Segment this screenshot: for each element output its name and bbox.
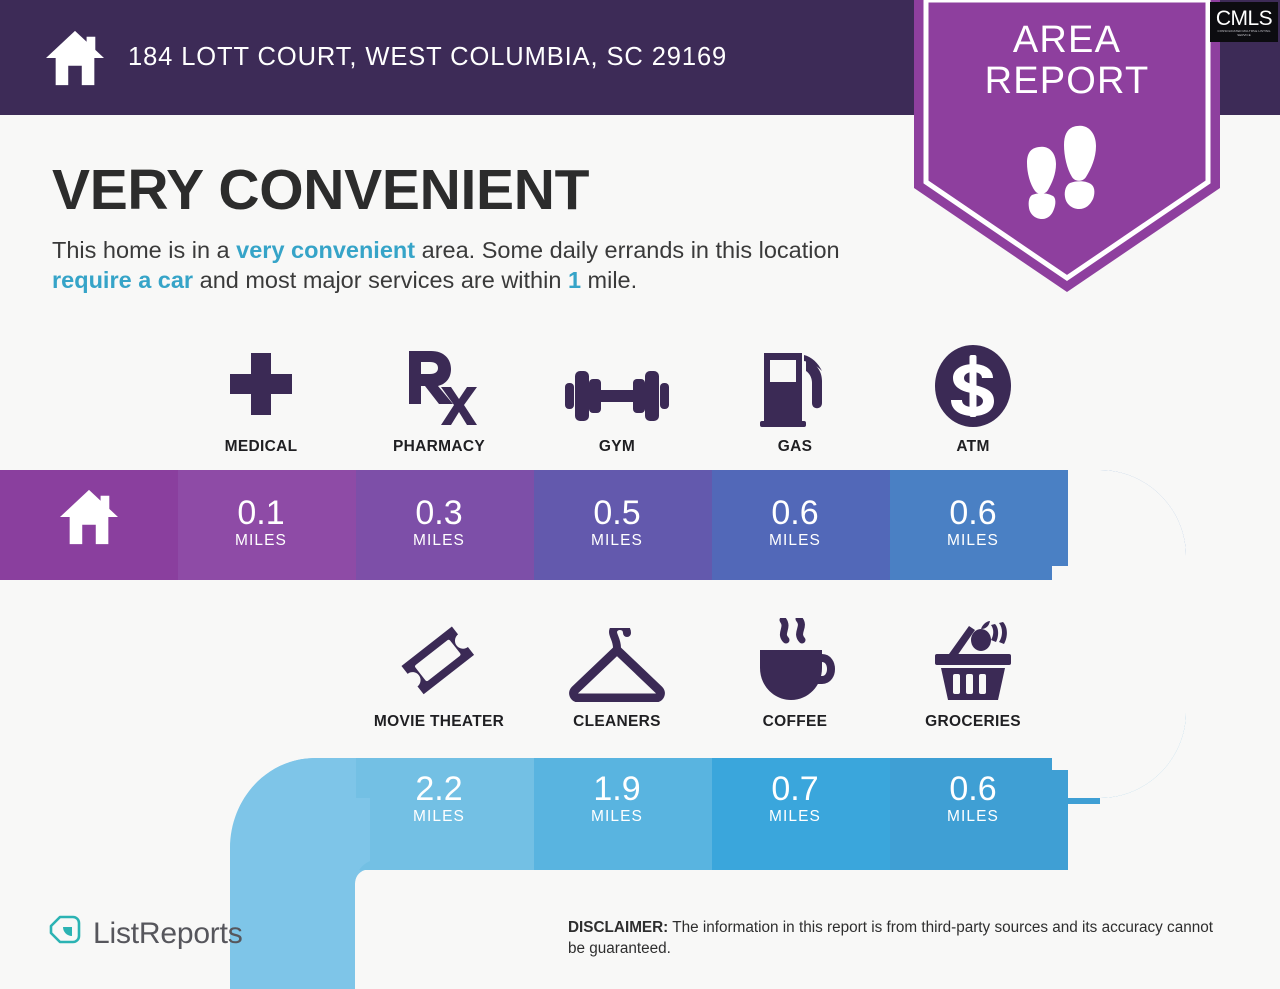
area-report-badge: AREA REPORT: [914, 0, 1220, 294]
distance-gas: 0.6 MILES: [706, 495, 884, 550]
coffee-cup-icon: [706, 618, 884, 702]
distance-unit: MILES: [946, 808, 999, 825]
service-cleaners: CLEANERS: [528, 624, 706, 731]
service-coffee: COFFEE: [706, 618, 884, 731]
cmls-logo-text: CMLS: [1215, 6, 1273, 30]
distance-unit: MILES: [412, 532, 465, 549]
service-label: GYM: [598, 438, 636, 455]
segment-atm: [890, 470, 1068, 580]
service-label: ATM: [956, 438, 990, 455]
summary-part-2: area. Some daily errands in this locatio…: [415, 237, 840, 263]
service-label: GROCERIES: [925, 713, 1021, 730]
home-marker: [0, 482, 178, 546]
badge-title-line1: AREA: [1012, 19, 1122, 61]
distance-value: 0.6: [949, 770, 997, 808]
segment-cleaners: [534, 758, 712, 870]
summary-part-4: mile.: [581, 267, 638, 293]
distance-unit: MILES: [412, 808, 465, 825]
distance-value: 2.2: [415, 770, 463, 808]
distance-value: 0.6: [771, 494, 819, 532]
header-content: 184 LOTT COURT, WEST COLUMBIA, SC 29169: [44, 0, 727, 115]
dumbbell-icon: [528, 349, 706, 427]
property-address: 184 LOTT COURT, WEST COLUMBIA, SC 29169: [128, 43, 728, 71]
service-label: CLEANERS: [573, 713, 661, 730]
service-groceries: GROCERIES: [884, 621, 1062, 731]
summary-highlight-2: require a car: [52, 267, 194, 293]
distance-movie-theater: 2.2 MILES: [350, 771, 528, 826]
distance-unit: MILES: [590, 808, 643, 825]
service-gym: GYM: [528, 349, 706, 456]
listreports-name: ListReports: [93, 916, 243, 950]
listreports-logo: ListReports: [48, 914, 243, 953]
distance-atm: 0.6 MILES: [884, 495, 1062, 550]
distance-coffee: 0.7 MILES: [706, 771, 884, 826]
disclaimer: DISCLAIMER: The information in this repo…: [568, 917, 1234, 959]
left-turn-shape: [230, 758, 365, 989]
cmls-logo-subtitle: CONSOLIDATED MULTIPLE LISTING SERVICE: [1217, 28, 1271, 37]
prescription-rx-icon: [350, 349, 528, 427]
summary-part-3: and most major services are within: [193, 267, 568, 293]
distance-value: 0.5: [593, 494, 641, 532]
home-segment: [0, 470, 178, 580]
segment-gas: [712, 470, 890, 580]
home-icon: [0, 482, 178, 546]
distance-unit: MILES: [234, 532, 287, 549]
distance-gym: 0.5 MILES: [528, 495, 706, 550]
distance-value: 0.1: [237, 494, 285, 532]
distance-value: 1.9: [593, 770, 641, 808]
service-movie-theater: MOVIE THEATER: [350, 624, 528, 731]
segment-gym: [534, 470, 712, 580]
summary-text: This home is in a very convenient area. …: [52, 235, 922, 295]
segment-medical: [178, 470, 356, 580]
service-label: PHARMACY: [393, 438, 485, 455]
distance-unit: MILES: [768, 808, 821, 825]
distance-value: 0.6: [949, 494, 997, 532]
service-label: MOVIE THEATER: [373, 713, 505, 730]
service-label: COFFEE: [762, 713, 828, 730]
medical-cross-icon: [172, 349, 350, 427]
distance-row-1-segments: [0, 470, 1068, 580]
page-title: VERY CONVENIENT: [52, 158, 590, 222]
dollar-circle-icon: [884, 345, 1062, 427]
service-medical: MEDICAL: [172, 349, 350, 456]
disclaimer-label: DISCLAIMER:: [568, 919, 669, 936]
clothes-hanger-icon: [528, 624, 706, 702]
listreports-house-icon: [48, 914, 82, 953]
distance-cleaners: 1.9 MILES: [528, 771, 706, 826]
distance-pharmacy: 0.3 MILES: [350, 495, 528, 550]
service-label: MEDICAL: [224, 438, 298, 455]
segment-movie-theater: [356, 758, 534, 870]
cmls-logo: CMLS CONSOLIDATED MULTIPLE LISTING SERVI…: [1210, 2, 1278, 42]
service-pharmacy: PHARMACY: [350, 349, 528, 456]
distance-unit: MILES: [946, 532, 999, 549]
segment-coffee: [712, 758, 890, 870]
summary-part-1: This home is in a: [52, 237, 237, 263]
movie-ticket-icon: [350, 624, 528, 702]
distance-unit: MILES: [590, 532, 643, 549]
service-label: GAS: [777, 438, 813, 455]
distance-bar-path: [0, 470, 1280, 989]
segment-groceries: [890, 758, 1068, 870]
grocery-basket-icon: [884, 621, 1062, 702]
path-mask: [150, 470, 1280, 989]
home-icon: [44, 29, 106, 87]
distance-value: 0.7: [771, 770, 819, 808]
disclaimer-text: The information in this report is from t…: [568, 919, 1213, 957]
gas-pump-icon: [706, 349, 884, 427]
badge-title: AREA REPORT: [914, 20, 1220, 102]
segment-pharmacy: [356, 470, 534, 580]
footprints-icon: [1027, 125, 1096, 219]
badge-title-line2: REPORT: [984, 60, 1150, 102]
summary-highlight-1: very convenient: [236, 237, 416, 263]
distance-groceries: 0.6 MILES: [884, 771, 1062, 826]
summary-highlight-3: 1: [567, 267, 582, 293]
service-atm: ATM: [884, 345, 1062, 456]
service-gas: GAS: [706, 349, 884, 456]
distance-value: 0.3: [415, 494, 463, 532]
distance-medical: 0.1 MILES: [172, 495, 350, 550]
distance-unit: MILES: [768, 532, 821, 549]
